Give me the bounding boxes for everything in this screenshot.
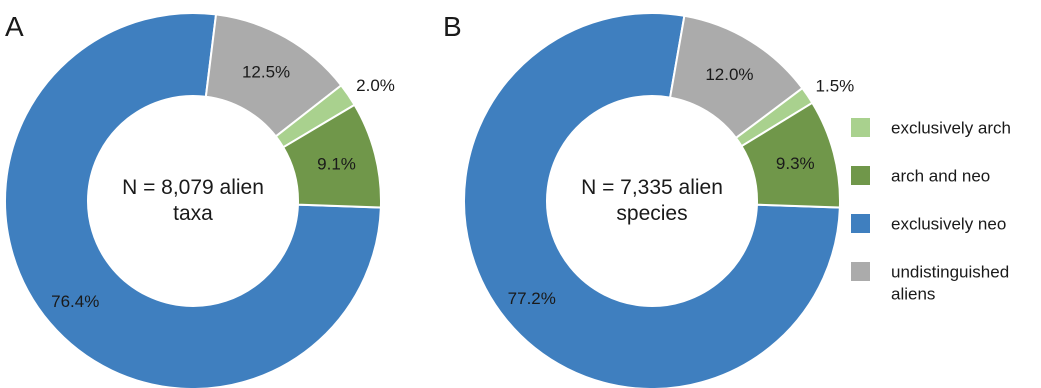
legend-swatch-arch-and-neo — [851, 166, 870, 185]
legend-label-line: exclusively arch — [891, 118, 1011, 137]
slice-label-undistinguished-aliens: 12.0% — [705, 65, 753, 84]
center-label-line: taxa — [173, 202, 213, 225]
center-label-line: N = 7,335 alien — [581, 176, 723, 199]
legend-label-exclusively-neo: exclusively neo — [891, 214, 1006, 233]
legend-label-line: undistinguished — [891, 262, 1009, 281]
slice-label-undistinguished-aliens: 12.5% — [242, 63, 290, 82]
slice-label-exclusively-arch: 2.0% — [356, 76, 395, 95]
center-label-line: N = 8,079 alien — [122, 176, 264, 199]
donut-chart-a: A 76.4% 12.5% 2.0% 9.1% N = 8,079 alien taxa — [4, 11, 395, 388]
panel-label-a: A — [5, 11, 24, 42]
legend: exclusively arch arch and neo exclusively … — [851, 118, 1011, 303]
legend-label-line: exclusively neo — [891, 214, 1006, 233]
legend-swatch-exclusively-neo — [851, 214, 870, 233]
legend-label-line: arch and neo — [891, 166, 990, 185]
legend-label-exclusively-arch: exclusively arch — [891, 118, 1011, 137]
slice-exclusively-neo — [4, 12, 382, 388]
slice-label-exclusively-neo: 77.2% — [508, 289, 556, 308]
center-label-line: species — [616, 202, 687, 225]
legend-swatch-undistinguished-aliens — [851, 262, 870, 281]
slice-label-arch-and-neo: 9.1% — [317, 155, 356, 174]
slice-arch-and-neo — [740, 101, 841, 209]
slice-label-exclusively-neo: 76.4% — [51, 292, 99, 311]
donut-chart-b: B 77.2% 12.0% 1.5% 9.3% N = 7,335 alien specie… — [443, 11, 854, 388]
center-label: N = 8,079 alien taxa — [122, 176, 264, 225]
slice-arch-and-neo — [281, 103, 382, 209]
slice-label-arch-and-neo: 9.3% — [776, 154, 815, 173]
legend-label-arch-and-neo: arch and neo — [891, 166, 990, 185]
legend-label-line: aliens — [891, 284, 935, 303]
panel-label-b: B — [443, 11, 462, 42]
legend-swatch-exclusively-arch — [851, 118, 870, 137]
legend-label-undistinguished-aliens: undistinguished aliens — [891, 262, 1009, 303]
slice-label-exclusively-arch: 1.5% — [816, 76, 855, 95]
center-label: N = 7,335 alien species — [581, 176, 723, 225]
